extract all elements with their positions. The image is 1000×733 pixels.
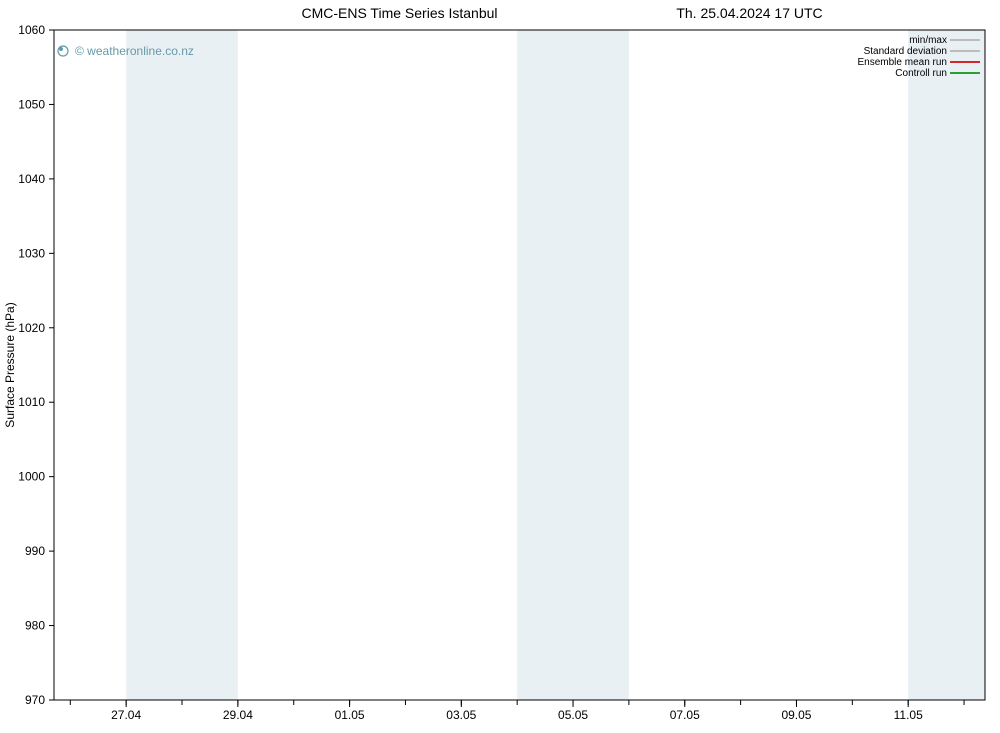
x-tick-label: 07.05	[670, 708, 700, 722]
x-tick-label: 05.05	[558, 708, 588, 722]
y-tick-label: 1030	[18, 246, 45, 260]
y-tick-label: 1060	[18, 23, 45, 37]
legend-label: Controll run	[895, 68, 947, 79]
x-tick-label: 09.05	[781, 708, 811, 722]
x-tick-label: 29.04	[223, 708, 253, 722]
y-axis-label: Surface Pressure (hPa)	[3, 302, 17, 427]
chart-container: 970 980 990 1000 1010 1020 1030 1040 1050 1060 Sur…	[0, 0, 1000, 733]
y-tick-label: 980	[25, 619, 45, 633]
y-tick-label: 1050	[18, 97, 45, 111]
y-tick-label: 1000	[18, 470, 45, 484]
chart-title-left: CMC-ENS Time Series Istanbul	[301, 5, 497, 21]
x-tick-label: 03.05	[446, 708, 476, 722]
y-tick-label: 1020	[18, 321, 45, 335]
pressure-timeseries-chart: 970 980 990 1000 1010 1020 1030 1040 1050 1060 Sur…	[0, 0, 1000, 733]
chart-title-right: Th. 25.04.2024 17 UTC	[676, 5, 822, 21]
x-tick-label: 27.04	[111, 708, 141, 722]
y-tick-label: 1040	[18, 172, 45, 186]
legend-label: min/max	[909, 35, 947, 46]
y-tick-label: 970	[25, 693, 45, 707]
legend-label: Ensemble mean run	[858, 57, 948, 68]
watermark: © weatheronline.co.nz	[58, 44, 194, 58]
x-tick-label: 01.05	[335, 708, 365, 722]
y-tick-label: 990	[25, 544, 45, 558]
watermark-text: © weatheronline.co.nz	[75, 44, 194, 58]
y-tick-label: 1010	[18, 395, 45, 409]
watermark-icon	[59, 47, 63, 51]
legend-label: Standard deviation	[864, 46, 947, 57]
x-tick-label: 11.05	[894, 708, 923, 722]
